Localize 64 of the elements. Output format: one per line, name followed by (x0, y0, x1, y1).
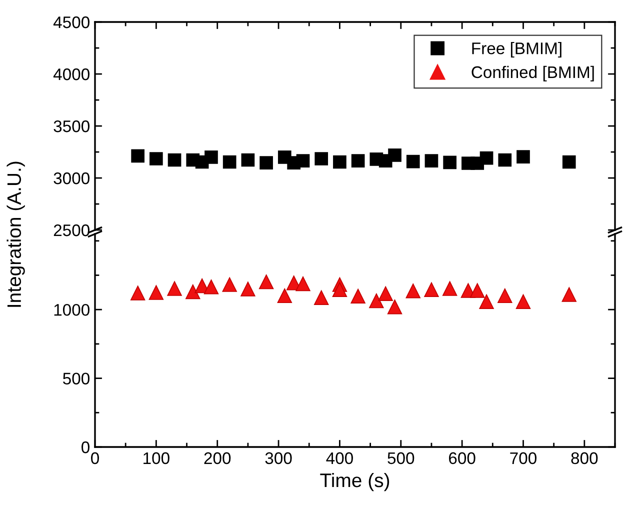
point (516, 150, 530, 164)
point (516, 294, 531, 309)
y-tick-label: 3500 (54, 120, 90, 132)
point (388, 148, 402, 162)
point (150, 152, 163, 166)
point (479, 294, 494, 309)
point (130, 286, 146, 300)
point (387, 299, 402, 314)
point (333, 155, 346, 169)
x-tick-label: 200 (204, 452, 231, 464)
point (222, 155, 236, 169)
point (498, 153, 512, 167)
y-tick-label: 3000 (54, 172, 90, 184)
x-tick-label: 600 (449, 452, 476, 464)
point (406, 154, 420, 168)
point (480, 151, 494, 165)
point (260, 156, 273, 170)
point (314, 290, 329, 305)
x-tick-label: 100 (144, 452, 170, 464)
point (204, 150, 218, 164)
point (131, 149, 144, 163)
y-axis-title: Integration (A.U.) (6, 162, 25, 307)
point (167, 281, 182, 296)
point (222, 277, 237, 292)
point (204, 280, 219, 294)
point (369, 293, 384, 308)
point (498, 288, 512, 304)
point (240, 282, 256, 296)
y-tick-label: 1000 (54, 304, 90, 316)
x-tick-label: 400 (326, 452, 353, 464)
point (442, 281, 458, 296)
y-tick-label: 2500 (54, 224, 90, 236)
y-tick-label: 500 (63, 372, 90, 384)
point (314, 152, 328, 166)
point (186, 284, 200, 300)
point (148, 285, 164, 300)
x-tick-label: 500 (388, 452, 414, 464)
point (241, 153, 255, 167)
point (562, 155, 576, 169)
x-tick-label: 700 (510, 452, 536, 464)
point (296, 276, 310, 292)
y-tick-label: 4500 (53, 16, 90, 28)
legend-label: Free [BMIM] (472, 42, 562, 58)
point (562, 287, 576, 302)
point (350, 288, 366, 304)
point (424, 154, 438, 168)
x-tick-label: 0 (91, 452, 99, 464)
y-tick-label: 4000 (53, 68, 90, 80)
point (332, 282, 348, 298)
point (277, 288, 292, 304)
point (424, 282, 439, 298)
legend-label: Confined [BMIM] (472, 66, 594, 82)
x-tick-label: 300 (265, 452, 292, 464)
point (168, 153, 182, 167)
x-tick-label: 800 (571, 452, 598, 464)
point (470, 283, 485, 298)
point (296, 154, 310, 168)
x-axis-title: Time (s) (320, 472, 390, 492)
y-tick-label: 0 (82, 441, 90, 454)
point (406, 284, 420, 298)
point (351, 154, 365, 168)
point (443, 156, 456, 170)
point (258, 274, 274, 290)
point (378, 286, 393, 302)
